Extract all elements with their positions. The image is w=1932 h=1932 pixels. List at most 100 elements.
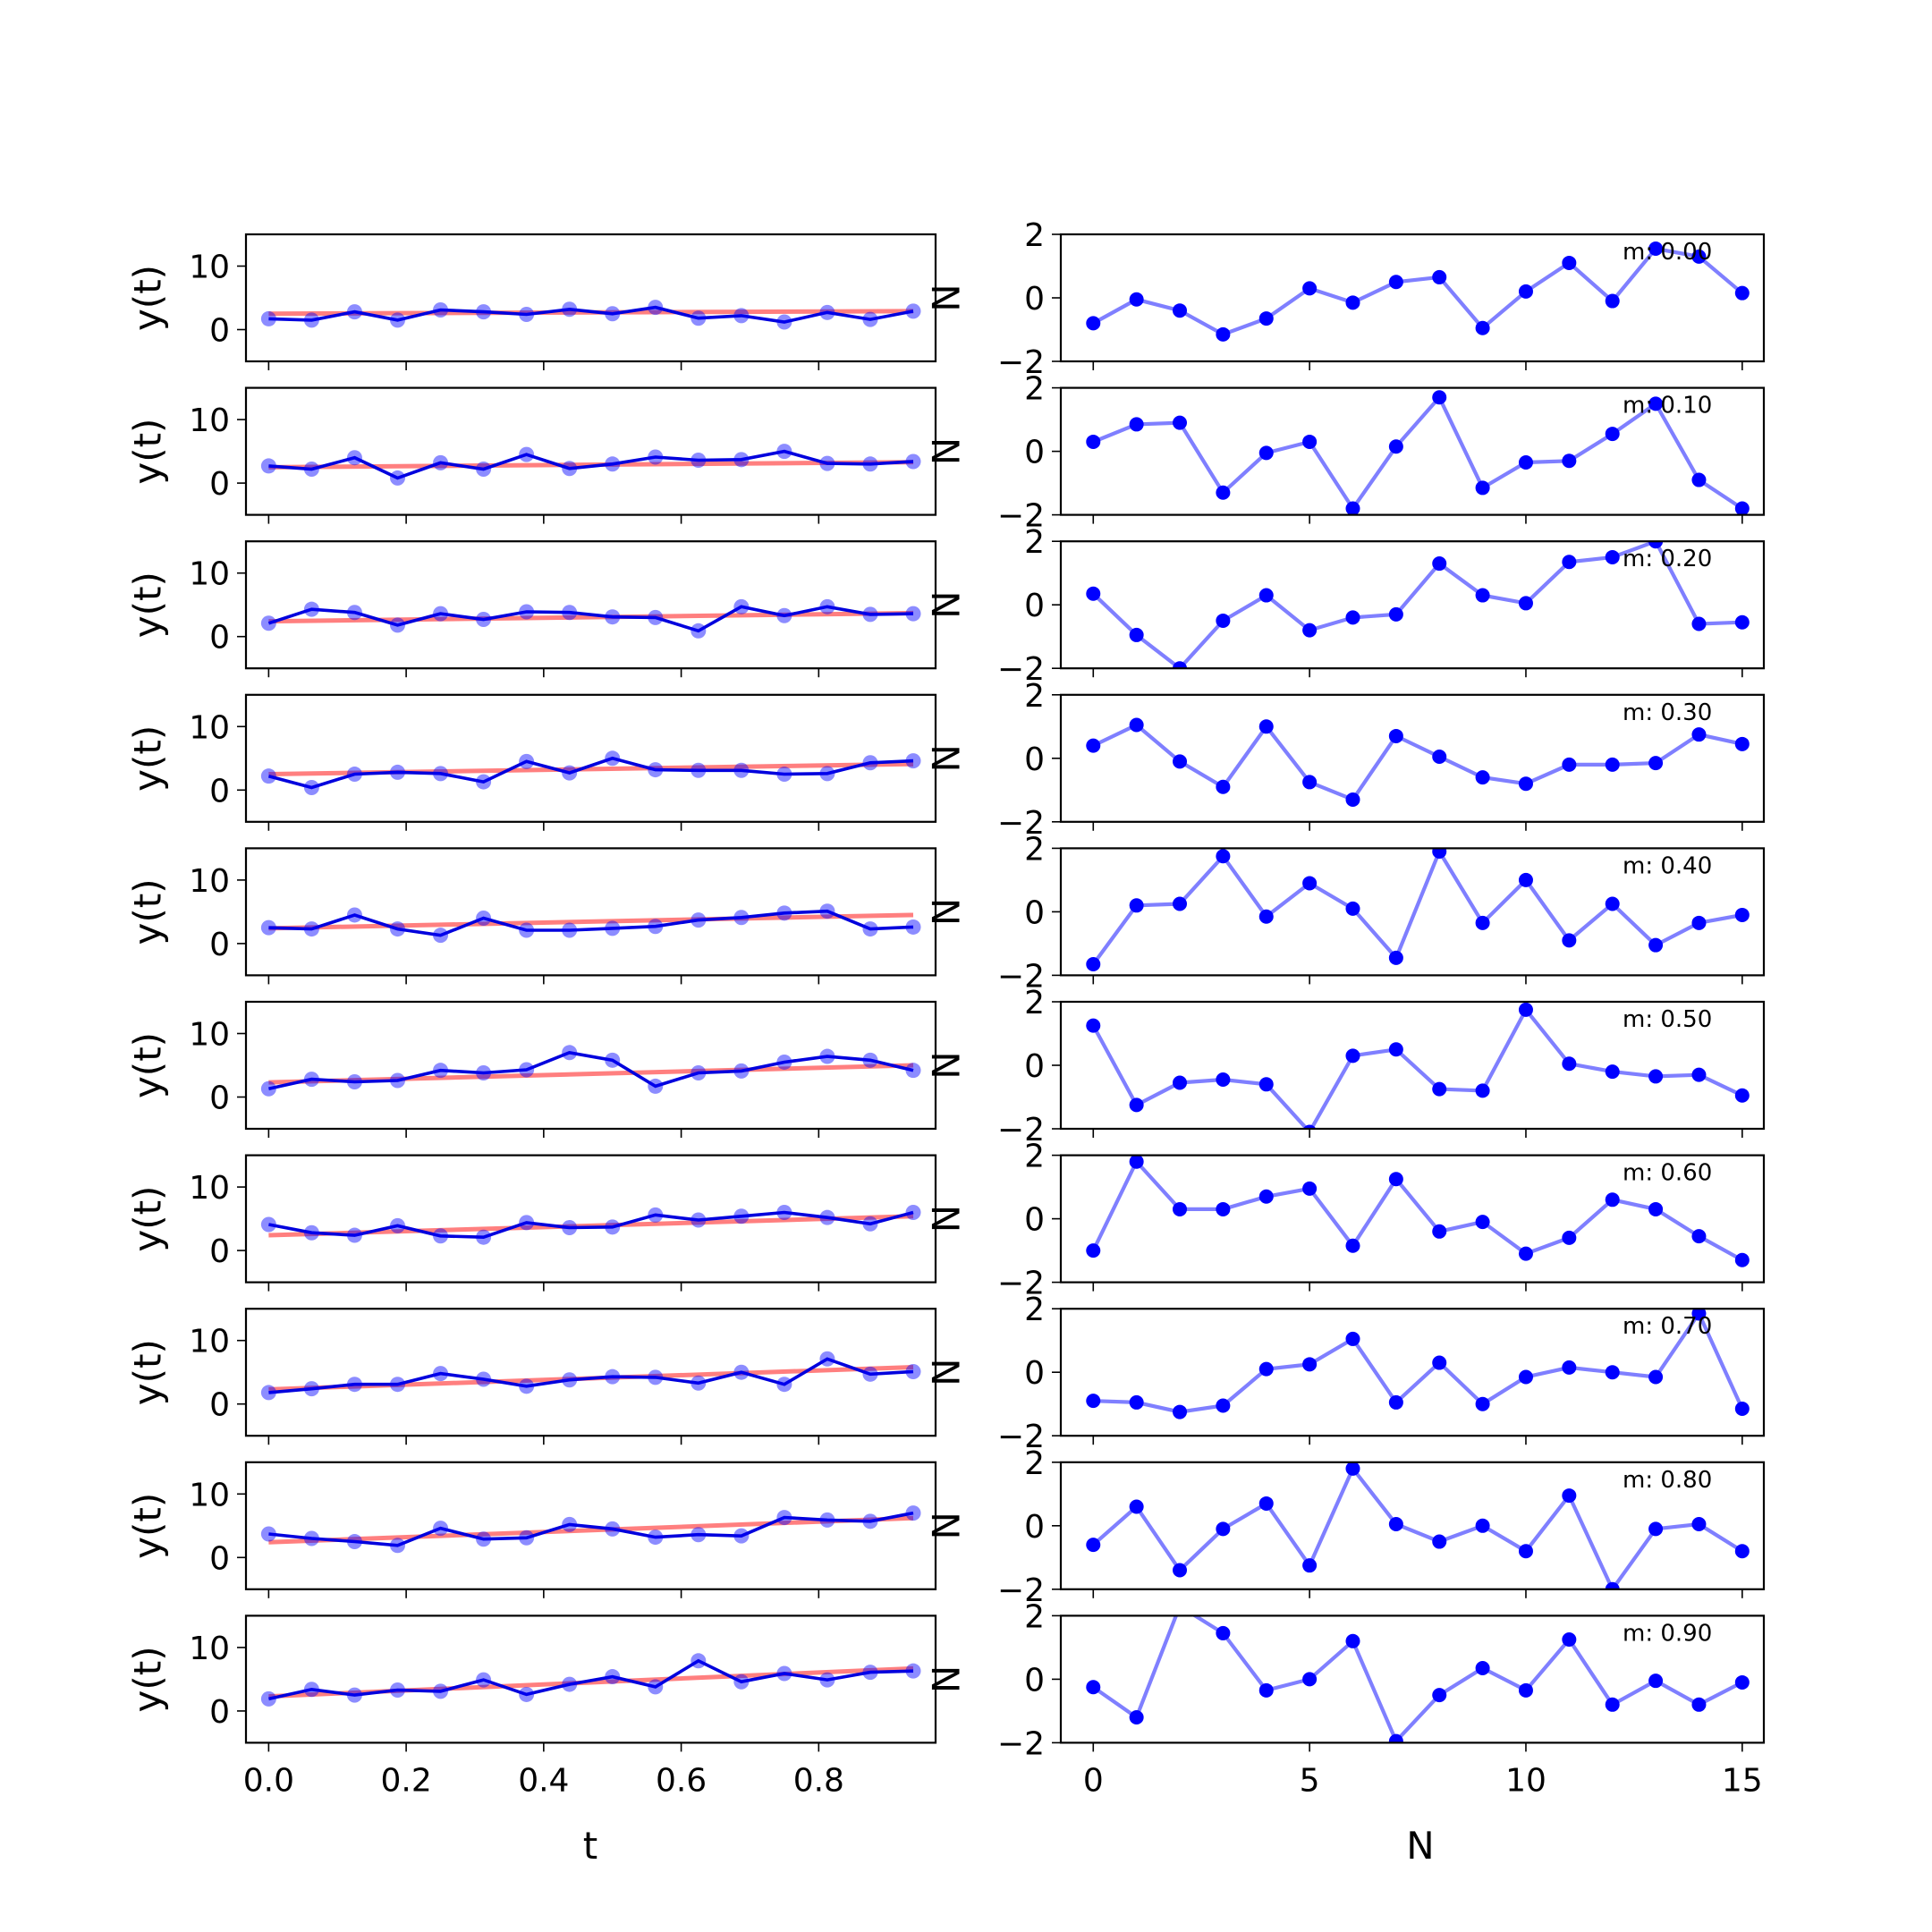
right-panel-plot bbox=[1086, 1155, 1750, 1267]
slope-annotation: m: 0.20 bbox=[1623, 546, 1712, 572]
observed-point bbox=[433, 1683, 449, 1699]
residual-point bbox=[1648, 396, 1664, 411]
x-tick-label: 0.4 bbox=[518, 1762, 569, 1799]
right-panel-5: −2 0 2 m: 0.50 bbox=[997, 985, 1766, 1148]
observed-point bbox=[346, 1227, 362, 1243]
observed-point bbox=[476, 612, 492, 628]
observed-point bbox=[346, 450, 362, 466]
y-tick-label: 0 bbox=[1024, 1355, 1045, 1392]
y-tick-label: 0 bbox=[1024, 1509, 1045, 1546]
observed-point bbox=[733, 308, 750, 324]
residual-point bbox=[1302, 775, 1318, 790]
right-panel-plot bbox=[1086, 241, 1750, 342]
residual-point bbox=[1129, 717, 1144, 733]
left-panel-frame bbox=[244, 233, 937, 363]
residual-point bbox=[1475, 1518, 1490, 1533]
left-panel-clipped-label: N bbox=[925, 898, 969, 926]
right-panel-frame bbox=[1059, 1308, 1766, 1437]
observed-point bbox=[905, 453, 921, 470]
residual-point bbox=[1475, 1396, 1490, 1411]
residual-point bbox=[1302, 281, 1318, 296]
residual-point bbox=[1518, 1002, 1533, 1017]
residual-point bbox=[1302, 1181, 1318, 1196]
observed-point bbox=[776, 1377, 792, 1393]
slope-annotation: m: 0.70 bbox=[1623, 1313, 1712, 1340]
residual-point bbox=[1388, 1172, 1403, 1187]
residual-point bbox=[1302, 1672, 1318, 1687]
observed-point bbox=[519, 306, 535, 322]
observed-point bbox=[433, 1228, 449, 1244]
y-tick-label: 0 bbox=[209, 466, 230, 503]
observed-point bbox=[260, 1690, 276, 1707]
right-column-panels: −2 0 2 m: 0.00 −2 0 2 m: 0.10 −2 0 2 m: 0.20 −2 0 2 m: … bbox=[997, 217, 1766, 1799]
right-panel-plot bbox=[1086, 717, 1750, 807]
observed-point bbox=[776, 444, 792, 460]
residual-point bbox=[1345, 792, 1360, 807]
y-tick-label: 2 bbox=[1024, 217, 1045, 254]
residual-point bbox=[1518, 1369, 1533, 1385]
left-panel-frame bbox=[244, 1154, 937, 1284]
left-panel-y-label: y(t) bbox=[126, 572, 170, 638]
residual-point bbox=[1129, 898, 1144, 913]
right-panel-4: −2 0 2 m: 0.40 bbox=[997, 831, 1766, 995]
residual-point bbox=[1086, 1394, 1101, 1409]
observed-point bbox=[562, 461, 578, 477]
left-panel-y-label: y(t) bbox=[126, 265, 170, 331]
y-tick-label: 10 bbox=[189, 1017, 230, 1054]
residual-series-line bbox=[1091, 541, 1742, 669]
y-tick-label: 10 bbox=[189, 863, 230, 900]
trend-line bbox=[268, 1515, 914, 1545]
observed-point bbox=[519, 1530, 535, 1546]
left-panel-9: N 0 10 0.0 0.2 0.4 0.6 0.8 y(t) bbox=[126, 1614, 969, 1799]
residual-point bbox=[1475, 915, 1490, 930]
observed-point bbox=[433, 301, 449, 318]
observed-point bbox=[519, 446, 535, 462]
left-panel-y-label: y(t) bbox=[126, 1493, 170, 1559]
residual-point bbox=[1562, 933, 1577, 948]
observed-point bbox=[260, 919, 276, 936]
observed-point bbox=[476, 461, 492, 477]
observed-point bbox=[389, 764, 405, 780]
residual-point bbox=[1173, 415, 1188, 430]
observed-series-line bbox=[267, 605, 914, 633]
observed-point bbox=[733, 1674, 750, 1690]
observed-point bbox=[389, 1682, 405, 1698]
right-panel-frame bbox=[1059, 1154, 1766, 1284]
observed-point bbox=[346, 1073, 362, 1089]
x-tick-label: 0.0 bbox=[243, 1762, 294, 1799]
left-panel-6: N 0 10 y(t) bbox=[126, 1154, 969, 1292]
left-panel-y-label: y(t) bbox=[126, 1646, 170, 1712]
observed-point bbox=[733, 452, 750, 468]
y-tick-label: −2 bbox=[997, 805, 1045, 842]
residual-point bbox=[1432, 848, 1447, 859]
observed-point bbox=[433, 1366, 449, 1382]
observed-point bbox=[519, 1378, 535, 1394]
residual-point bbox=[1432, 750, 1447, 765]
residual-point bbox=[1432, 390, 1447, 405]
residual-point bbox=[1562, 757, 1577, 772]
observed-point bbox=[733, 910, 750, 926]
right-panel-frame bbox=[1059, 386, 1766, 516]
slope-annotation: m: 0.30 bbox=[1623, 699, 1712, 726]
observed-point bbox=[905, 1663, 921, 1679]
residual-point bbox=[1258, 1077, 1274, 1092]
y-tick-label: 2 bbox=[1024, 985, 1045, 1021]
right-panel-7: −2 0 2 m: 0.70 bbox=[997, 1292, 1766, 1455]
observed-point bbox=[776, 1205, 792, 1220]
observed-point bbox=[819, 903, 835, 919]
right-panel-3: −2 0 2 m: 0.30 bbox=[997, 678, 1766, 842]
y-tick-label: −2 bbox=[997, 1266, 1045, 1302]
residual-point bbox=[1648, 241, 1664, 256]
residual-point bbox=[1086, 738, 1101, 753]
observed-point bbox=[433, 766, 449, 782]
right-panel-plot bbox=[1086, 1002, 1750, 1129]
left-panel-plot bbox=[260, 750, 921, 795]
residual-point bbox=[1518, 1246, 1533, 1261]
right-panel-plot bbox=[1086, 1462, 1750, 1589]
residual-point bbox=[1086, 1243, 1101, 1258]
observed-point bbox=[862, 1513, 878, 1530]
x-tick-label: 0.2 bbox=[380, 1762, 431, 1799]
y-tick-label: 10 bbox=[189, 250, 230, 286]
left-panel-plot bbox=[260, 1653, 921, 1707]
observed-point bbox=[476, 1229, 492, 1245]
